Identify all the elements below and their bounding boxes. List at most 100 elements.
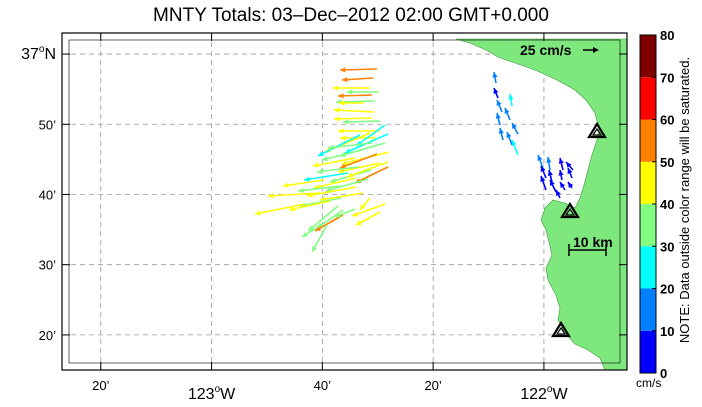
current-vector [341,77,374,83]
current-vector [540,175,547,191]
current-vector [347,89,379,95]
current-vector [567,181,574,189]
colorbar-tick-label: 80 [660,28,674,43]
current-vector [333,85,370,91]
current-vector [496,99,503,113]
colorbar-tick-label: 20 [660,282,674,297]
current-vector [254,203,306,216]
lat-label: 37oN [21,44,56,63]
current-vector [333,116,373,122]
lat-label: 40’ [39,187,56,202]
current-vector [297,185,341,193]
lat-label: 50’ [39,117,56,132]
colorbar-note: NOTE: Data outside color range will be s… [677,56,692,344]
current-vector [547,169,553,183]
current-vector [546,156,552,171]
current-vector [558,157,564,171]
colorbar-tick-label: 50 [660,155,674,170]
current-vector [559,181,566,191]
colorbar-tick-label: 70 [660,70,674,85]
coastline-land [455,38,628,371]
current-vector [337,93,373,99]
colorbar-tick-label: 40 [660,197,674,212]
current-vector [303,172,349,182]
colorbar-tick-label: 30 [660,239,674,254]
current-vector [333,107,375,113]
station-south [551,320,571,338]
colorbar-unit: cm/s [636,376,662,390]
current-vector [355,211,381,226]
current-vector [312,157,356,168]
latitude-labels: 37oN 50’ 40’ 30’ 20’ [21,44,56,343]
scale-arrow-label: 25 cm/s [520,42,572,58]
current-vector [314,214,344,232]
current-vector [492,71,498,84]
current-vector [311,224,328,253]
current-vector [508,93,514,107]
map-inner-frame [68,39,621,364]
current-vectors [254,67,574,253]
current-vector [338,128,380,134]
current-vector [511,139,519,156]
station-middle [560,201,580,219]
frame-ticks [62,33,627,370]
current-vector [334,208,356,218]
current-vector [565,161,574,171]
current-vector [359,197,371,211]
current-vector [351,203,386,217]
lon-label: 20’ [424,378,441,393]
current-vector [567,167,573,179]
lon-label: 20’ [92,378,109,393]
current-vector [282,179,325,188]
current-vector [555,189,561,199]
current-vector [495,112,501,126]
colorbar-segment [640,161,656,204]
current-vector [493,87,499,99]
colorbar-tick-label: 60 [660,113,674,128]
station-north [587,121,607,139]
lon-label: 40’ [314,378,331,393]
current-vector [288,200,331,212]
current-vector [504,107,511,121]
current-vector [316,166,359,174]
current-vector [498,127,504,141]
colorbar-segment [640,77,656,120]
colorbar-tick-label: 10 [660,324,674,339]
current-vector [321,149,363,162]
lon-label: 122oW [520,384,568,403]
current-vector [540,165,547,179]
current-vector [339,67,378,73]
colorbar-segment [640,119,656,162]
colorbar-tick-label: 0 [660,366,667,381]
colorbar-segment [640,246,656,289]
current-vector [346,161,389,178]
current-vector [342,119,381,125]
current-vector [319,192,364,202]
current-vector [558,169,564,181]
current-vector [511,122,519,135]
current-vector [339,100,364,106]
scale-arrowhead-icon [593,47,599,53]
lon-label: 123oW [188,384,236,403]
colorbar-segment [640,204,656,247]
map-title: MNTY Totals: 03–Dec–2012 02:00 GMT+0.000 [153,5,549,26]
current-vector [325,178,369,193]
current-vector [506,131,513,146]
lat-label: 30’ [39,258,56,273]
current-vector [317,134,361,157]
colorbar: 0 10 20 30 40 50 60 70 80 [639,28,674,381]
current-vector [267,192,321,199]
current-vector [549,179,557,193]
current-vector [327,142,373,150]
graticule [62,33,627,370]
colorbar-segment [640,288,656,331]
scale-bar-label: 10 km [573,234,613,250]
lat-label: 20’ [39,328,56,343]
colorbar-segment [640,35,656,78]
longitude-labels: 20’ 123oW 40’ 20’ 122oW [92,378,568,403]
colorbar-segment [640,330,656,373]
map-frame [61,32,628,371]
current-vector [301,217,333,238]
current-vector [537,154,544,169]
